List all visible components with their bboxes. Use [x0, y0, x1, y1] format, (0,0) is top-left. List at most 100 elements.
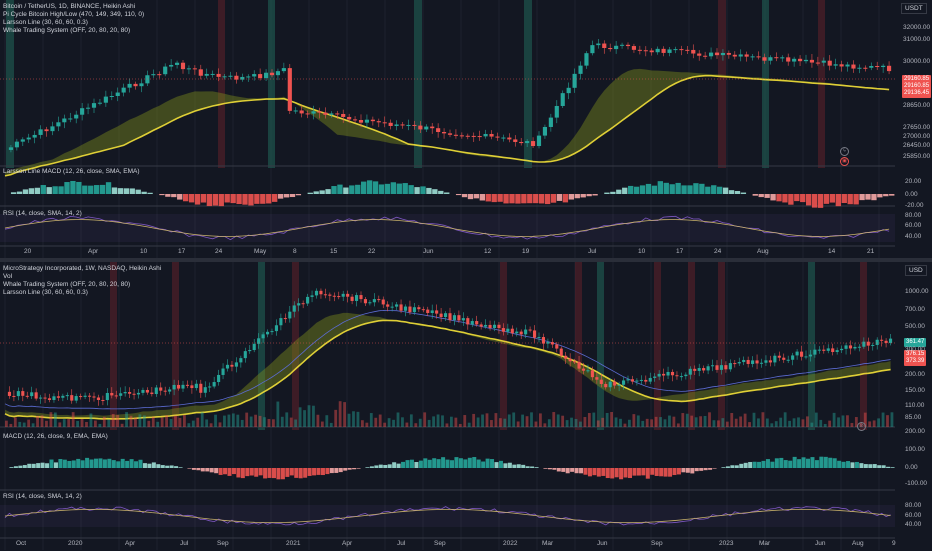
candle-body — [368, 302, 372, 304]
candle-body — [524, 329, 528, 335]
chart-divider[interactable] — [0, 258, 932, 262]
candle-body — [501, 137, 506, 139]
mstr-chart-canvas[interactable] — [0, 262, 932, 550]
volume-bar — [792, 418, 796, 427]
volume-bar — [525, 416, 529, 427]
osc-bar — [295, 194, 302, 196]
mstr-price-tick: 85.00 — [905, 414, 922, 421]
mstr-time-axis[interactable]: Oct 2020 Apr Jul Sep 2021 Apr Jul Sep 20… — [0, 540, 900, 551]
osc-bar — [503, 463, 508, 468]
osc-bar — [628, 185, 634, 194]
osc-bar — [458, 458, 463, 468]
mstr-time-tick: Sep — [434, 540, 446, 547]
volume-bar — [770, 423, 774, 427]
candle-body — [782, 357, 786, 360]
mstr-legend-indicator-whale[interactable]: Whale Trading System (OFF, 20, 80, 20, 8… — [3, 281, 131, 288]
candle-body — [857, 67, 862, 69]
candle-body — [281, 68, 286, 72]
mstr-legend-symbol[interactable]: MicroStrategy Incorporated, 1W, NASDAQ, … — [3, 265, 162, 272]
osc-bar — [841, 194, 847, 204]
candle-body — [862, 341, 866, 347]
candle-body — [559, 348, 563, 356]
osc-bar — [102, 459, 107, 468]
candle-body — [733, 363, 737, 365]
volume-bar — [223, 415, 226, 427]
btc-rsi-tick: 60.00 — [905, 222, 922, 229]
candle-body — [710, 365, 715, 367]
candle-body — [151, 74, 156, 76]
mstr-rsi-tick: 40.00 — [905, 521, 922, 528]
btc-legend-symbol[interactable]: Bitcoin / TetherUS, 1D, BINANCE, Heikin … — [3, 3, 136, 10]
osc-bar — [565, 468, 570, 474]
osc-bar — [498, 460, 503, 468]
osc-bar — [94, 458, 99, 468]
calendar-icon[interactable]: ▣ — [840, 157, 849, 166]
volume-bar — [783, 412, 787, 427]
btc-time-tick: Apr — [88, 248, 99, 255]
highlight-band — [110, 262, 117, 430]
btc-legend-indicator-larsson[interactable]: Larsson Line (30, 60, 60, 0.3) — [3, 19, 88, 26]
osc-bar — [58, 459, 63, 468]
mstr-macd-tick: 200.00 — [905, 428, 925, 435]
mstr-rsi-label[interactable]: RSI (14, close, SMA, 14, 2) — [3, 493, 82, 500]
mstr-legend-indicator-larsson[interactable]: Larsson Line (30, 60, 60, 0.3) — [3, 289, 88, 296]
osc-bar — [583, 468, 588, 475]
volume-bar — [650, 419, 654, 427]
btc-legend-indicator-whale[interactable]: Whale Trading System (OFF, 20, 80, 20, 8… — [3, 27, 131, 34]
osc-bar — [881, 465, 886, 468]
btc-time-axis[interactable]: 20 Apr 10 17 24 May 8 15 22 Jun 12 19 Ju… — [0, 248, 900, 259]
osc-bar — [705, 186, 711, 194]
mstr-currency-label[interactable]: USD — [905, 265, 927, 276]
candle-body — [186, 68, 192, 70]
alert-icon[interactable]: ⊘ — [857, 422, 866, 431]
volume-bar — [570, 417, 573, 427]
osc-bar — [850, 462, 855, 468]
volume-bar — [757, 418, 760, 427]
osc-bar — [774, 458, 779, 468]
volume-bar — [329, 422, 333, 427]
candle-body — [479, 324, 483, 327]
volume-bar — [476, 417, 480, 427]
osc-bar — [365, 467, 370, 468]
mstr-legend-indicator-vol[interactable]: Vol — [3, 273, 13, 280]
mstr-chart-panel[interactable]: MicroStrategy Incorporated, 1W, NASDAQ, … — [0, 262, 932, 550]
btc-time-tick: 15 — [330, 248, 338, 255]
mstr-price-tick: 500.00 — [905, 323, 925, 330]
btc-legend-indicator-picycle[interactable]: Pi Cycle Bitcoin High/Low (470, 149, 349… — [3, 11, 145, 18]
osc-bar — [319, 190, 325, 194]
candle-body — [719, 365, 724, 370]
osc-bar — [22, 189, 29, 194]
volume-bar — [530, 412, 533, 427]
candle-body — [786, 57, 791, 62]
btc-chart-canvas[interactable] — [0, 0, 932, 258]
volume-bar — [890, 412, 894, 427]
candle-body — [110, 392, 114, 396]
candle-body — [252, 343, 256, 351]
osc-bar — [592, 194, 598, 196]
osc-bar — [636, 468, 641, 476]
moving-average-line — [4, 309, 891, 410]
volume-bar — [71, 412, 75, 427]
volume-bar — [441, 415, 444, 427]
candle-body — [412, 307, 416, 313]
candle-body — [56, 122, 61, 127]
candle-body — [835, 350, 839, 353]
osc-bar — [218, 194, 224, 207]
volume-bar — [863, 412, 867, 427]
mstr-macd-label[interactable]: MACD (12, 26, close, 9, EMA, EMA) — [3, 433, 108, 440]
osc-bar — [757, 461, 762, 468]
btc-time-tick: Jun — [423, 248, 434, 255]
osc-bar — [570, 468, 575, 472]
btc-rsi-label[interactable]: RSI (14, close, SMA, 14, 2) — [3, 210, 82, 217]
btc-osc-label[interactable]: Larsson Line MACD (12, 26, close, SMA, E… — [3, 168, 140, 175]
osc-bar — [64, 182, 70, 194]
osc-bar — [134, 461, 139, 468]
osc-bar — [159, 194, 165, 196]
btc-price-tick: 32000.00 — [903, 24, 931, 31]
volume-bar — [623, 423, 627, 427]
btc-currency-label[interactable]: USDT — [901, 3, 927, 14]
lightning-icon[interactable]: ϟ — [840, 147, 849, 156]
volume-bar — [877, 418, 880, 427]
osc-bar — [426, 187, 432, 194]
btc-chart-panel[interactable]: Bitcoin / TetherUS, 1D, BINANCE, Heikin … — [0, 0, 932, 258]
